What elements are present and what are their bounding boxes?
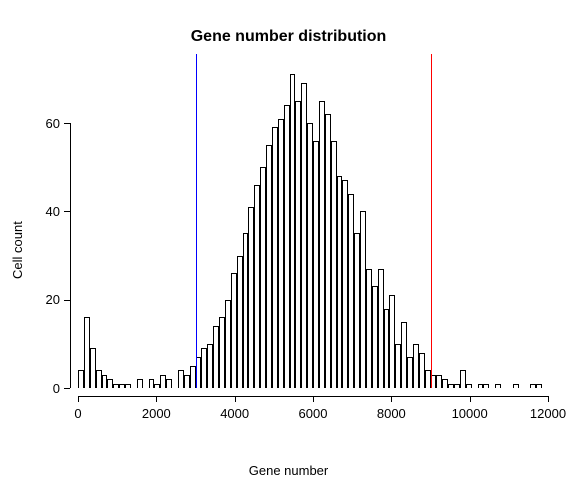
y-tick-label: 0 [24, 381, 60, 396]
y-tick [64, 211, 70, 212]
reference-line [196, 54, 198, 388]
y-axis-line [70, 123, 71, 388]
x-tick [391, 396, 392, 402]
x-tick-label: 4000 [205, 406, 265, 421]
x-tick-label: 0 [48, 406, 108, 421]
histogram-bar [137, 379, 143, 388]
histogram-bar [513, 384, 519, 388]
histogram-chart: Gene number distribution Gene number Cel… [0, 0, 577, 500]
chart-title: Gene number distribution [0, 28, 577, 46]
histogram-bar [125, 384, 131, 388]
histogram-bar [483, 384, 489, 388]
x-tick-label: 12000 [518, 406, 577, 421]
y-tick [64, 123, 70, 124]
x-tick-label: 2000 [126, 406, 186, 421]
histogram-bar [536, 384, 542, 388]
x-tick [548, 396, 549, 402]
histogram-bar [495, 384, 501, 388]
plot-area [78, 70, 548, 388]
x-tick-label: 6000 [283, 406, 343, 421]
x-tick [470, 396, 471, 402]
y-axis-label: Cell count [10, 0, 25, 500]
y-tick-label: 20 [24, 292, 60, 307]
x-tick-label: 10000 [440, 406, 500, 421]
x-tick [156, 396, 157, 402]
y-tick-label: 40 [24, 204, 60, 219]
y-tick-label: 60 [24, 116, 60, 131]
x-tick [235, 396, 236, 402]
x-axis-label: Gene number [0, 463, 577, 478]
x-tick [78, 396, 79, 402]
histogram-bar [166, 379, 172, 388]
x-tick-label: 8000 [361, 406, 421, 421]
y-tick [64, 388, 70, 389]
x-tick [313, 396, 314, 402]
reference-line [431, 54, 432, 388]
y-tick [64, 300, 70, 301]
histogram-bar [466, 384, 472, 388]
